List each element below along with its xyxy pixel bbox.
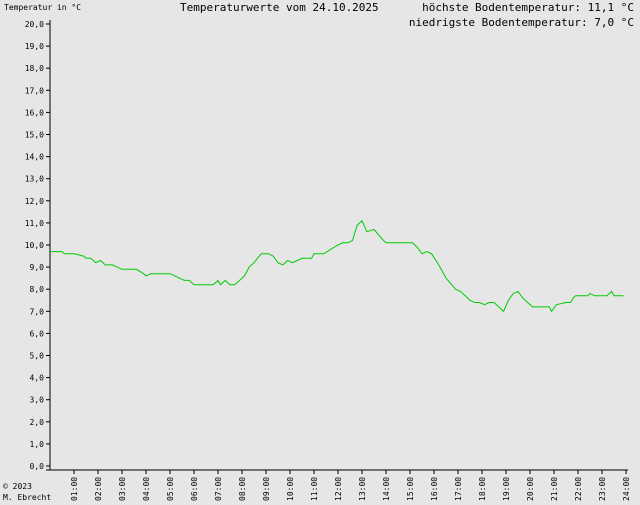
y-tick-label: 5,0 [30,352,45,361]
y-tick-label: 13,0 [25,175,44,184]
y-tick-label: 18,0 [25,64,44,73]
y-tick-label: 3,0 [30,396,45,405]
y-tick-label: 6,0 [30,329,45,338]
y-tick-label: 12,0 [25,197,44,206]
y-tick-label: 4,0 [30,374,45,383]
x-tick-label: 08:00 [238,477,247,501]
y-tick-label: 0,0 [30,462,45,471]
x-tick-label: 11:00 [310,477,319,501]
author-text: M. Ebrecht [3,493,52,502]
y-tick-label: 19,0 [25,42,44,51]
y-tick-label: 17,0 [25,86,44,95]
y-axis-label: Temperatur in °C [4,3,82,12]
y-tick-label: 1,0 [30,440,45,449]
y-tick-label: 20,0 [25,20,44,29]
x-tick-label: 14:00 [382,477,391,501]
x-tick-label: 09:00 [262,477,271,501]
chart-title: Temperaturwerte vom 24.10.2025 [180,1,379,14]
x-tick-label: 18:00 [478,477,487,501]
x-tick-label: 15:00 [406,477,415,501]
x-tick-label: 20:00 [526,477,535,501]
max-temperature-text: höchste Bodentemperatur: 11,1 °C [422,1,634,14]
y-tick-label: 8,0 [30,285,45,294]
x-tick-label: 06:00 [190,477,199,501]
y-tick-label: 7,0 [30,307,45,316]
x-tick-label: 05:00 [166,477,175,501]
y-tick-label: 11,0 [25,219,44,228]
x-tick-label: 21:00 [550,477,559,501]
min-temperature-text: niedrigste Bodentemperatur: 7,0 °C [408,16,634,29]
x-tick-label: 24:00 [622,477,631,501]
x-tick-label: 16:00 [430,477,439,501]
x-tick-label: 01:00 [70,477,79,501]
y-tick-label: 16,0 [25,108,44,117]
x-tick-label: 19:00 [502,477,511,501]
temperature-line [50,219,624,313]
x-tick-label: 10:00 [286,477,295,501]
x-tick-label: 04:00 [142,477,151,501]
chart-axes [46,20,628,471]
x-tick-label: 12:00 [334,477,343,501]
x-tick-label: 02:00 [94,477,103,501]
y-tick-label: 2,0 [30,418,45,427]
y-tick-label: 14,0 [25,153,44,162]
x-tick-label: 07:00 [214,477,223,501]
x-tick-label: 03:00 [118,477,127,501]
series-lines [50,219,624,313]
y-tick-label: 15,0 [25,131,44,140]
x-tick-label: 22:00 [574,477,583,501]
x-tick-label: 23:00 [598,477,607,501]
y-tick-label: 10,0 [25,241,44,250]
copyright-text: © 2023 [3,482,32,491]
y-tick-label: 9,0 [30,263,45,272]
x-tick-label: 13:00 [358,477,367,501]
y-axis-ticks: 0,0 1,0 2,0 3,0 4,0 5,0 6,0 7,0 8,0 9,0 10,0 11,0 12… [25,20,50,471]
x-tick-label: 17:00 [454,477,463,501]
x-axis-ticks: 01:00 02:00 03:00 04:00 05:00 06:00 07:00 08:00… [70,470,631,501]
